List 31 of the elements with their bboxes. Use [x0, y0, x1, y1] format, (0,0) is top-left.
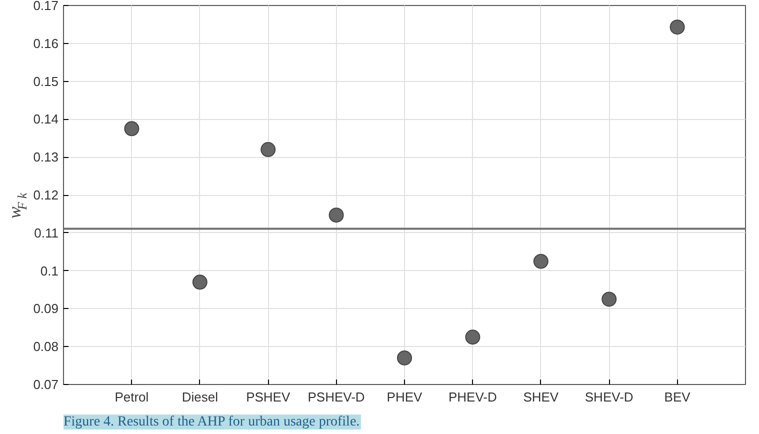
x-tick-label: SHEV-D	[584, 390, 634, 404]
x-tick-label: PHEV	[386, 390, 423, 404]
point	[328, 208, 344, 223]
x-tick-label: PSHEV-D	[308, 390, 365, 404]
y-tick-label: 0.17	[33, 0, 59, 13]
point	[670, 20, 685, 35]
point	[124, 121, 140, 136]
y-tick-label: 0.16	[33, 36, 59, 51]
y-tick-label: 0.09	[33, 301, 59, 316]
y-tick-label: 0.08	[33, 339, 59, 354]
y-tick-label: 0.1	[40, 263, 59, 278]
x-tick-label: Diesel	[182, 390, 218, 404]
y-tick-label: 0.13	[33, 150, 59, 165]
x-tick-label: PHEV-D	[448, 390, 497, 404]
y-tick-label: 0.15	[33, 74, 59, 89]
point	[192, 274, 208, 290]
y-tick-label: 0.12	[33, 188, 59, 202]
y-axis-title: wF k	[4, 192, 30, 219]
point	[602, 292, 617, 307]
x-tick-label: BEV	[664, 390, 691, 404]
x-tick-label: Petrol	[114, 390, 149, 404]
caption: Figure 4. Results of the AHP for urban usage profile.	[64, 414, 360, 430]
point	[465, 330, 480, 345]
x-tick-label: PSHEV	[246, 390, 290, 404]
y-tick-label: 0.07	[33, 377, 59, 392]
point	[533, 254, 548, 269]
y-tick-label: 0.11	[34, 225, 59, 240]
x-tick-label: SHEV	[523, 390, 559, 404]
point	[260, 142, 276, 158]
y-tick-label: 0.14	[33, 112, 59, 127]
point	[397, 350, 412, 366]
